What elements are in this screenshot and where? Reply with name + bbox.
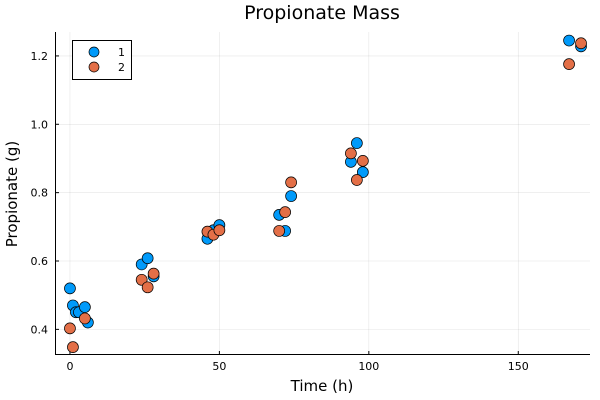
data-point-series-1 [563,34,575,47]
x-axis-label: Time (h) [290,377,354,395]
data-point-series-2 [345,147,357,160]
legend-box [72,40,132,80]
data-point-series-2 [64,322,76,335]
data-point-series-2 [213,224,226,237]
data-point-series-1 [79,301,91,313]
data-point-series-2 [279,206,291,218]
legend-marker-1 [88,46,100,58]
data-point-series-2 [575,37,587,50]
data-point-series-1 [141,252,154,265]
ticks: 0 50 100 150 0.4 0.6 0.8 1.0 1.2 [31,50,529,373]
data-point-series-2 [563,58,575,70]
data-point-series-2 [147,267,160,280]
data-point-series-2 [141,281,154,294]
grid [55,32,590,355]
data-point-series-2 [67,341,79,353]
legend-label-1: 1 [118,46,125,59]
x-tick-label: 150 [508,360,529,373]
data-point-series-1 [64,282,76,295]
x-tick-label: 100 [358,360,379,373]
data-point-series-2 [79,312,91,325]
y-axis-label: Propionate (g) [3,141,21,247]
y-tick-label: 0.6 [31,255,49,268]
data-point-series-2 [285,176,297,189]
legend-marker-2 [88,61,100,73]
data-point-series-2 [273,225,286,237]
legend-label-2: 2 [118,61,125,74]
data-point-series-1 [351,137,363,149]
y-tick-label: 1.0 [31,118,49,131]
axes [55,32,590,355]
data-point-series-2 [356,155,369,167]
legend: 1 2 [72,40,132,80]
chart-title: Propionate Mass [244,2,400,24]
x-tick-label: 50 [212,360,226,373]
y-tick-label: 0.4 [31,323,49,336]
data-point-series-1 [285,190,297,202]
data-points [64,34,587,353]
data-point-series-2 [351,174,363,186]
x-tick-label: 0 [66,360,73,373]
y-tick-label: 1.2 [31,50,49,63]
y-tick-label: 0.8 [31,187,49,200]
